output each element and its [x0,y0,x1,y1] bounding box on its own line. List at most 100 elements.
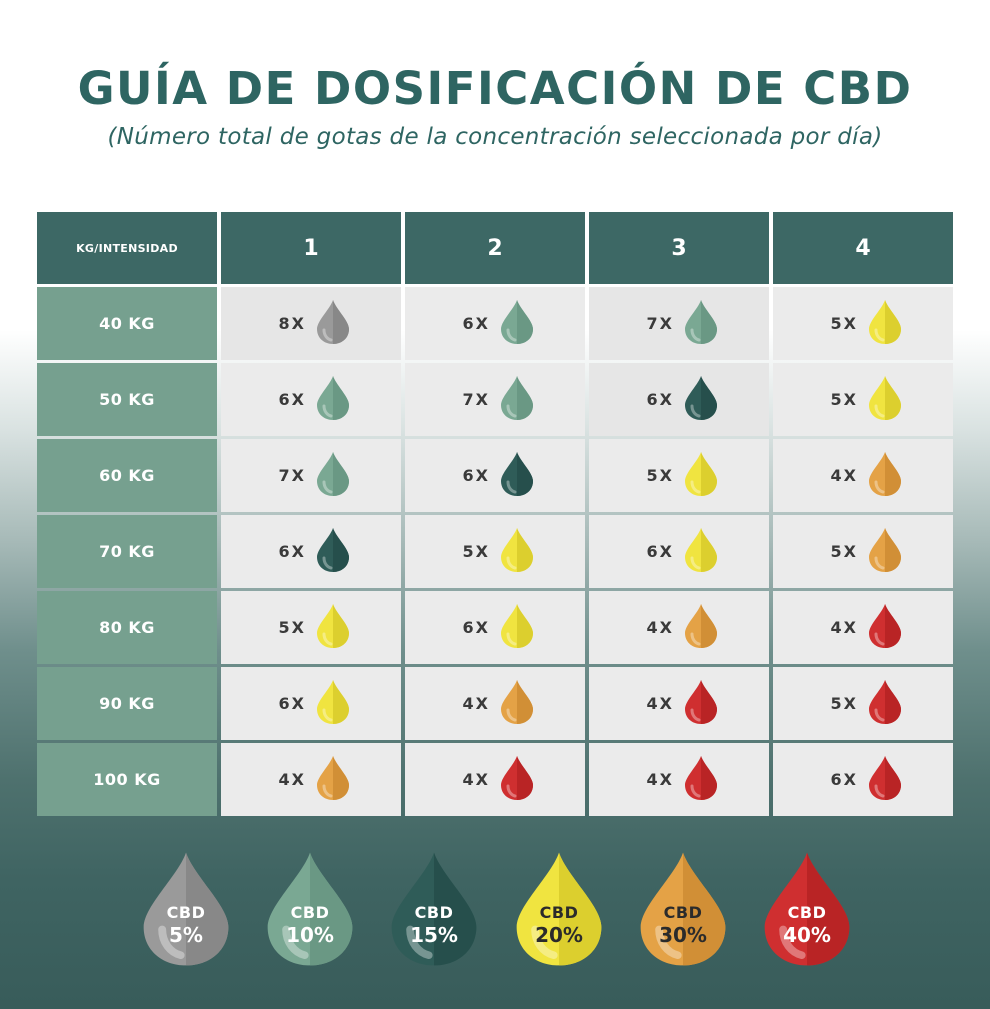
header-corner: KG/INTENSIDAD [37,212,217,284]
dosage-cell: 7X [221,439,401,512]
drop-icon [684,755,718,805]
legend-label: CBD 20% [514,902,604,946]
drop-icon [684,603,718,653]
drop-count: 4X [830,466,858,485]
drop-count: 6X [830,770,858,789]
drop-count: 4X [646,770,674,789]
column-header: 2 [405,212,585,284]
drop-count: 4X [278,770,306,789]
legend-drop: CBD 30% [638,850,728,968]
dosage-cell: 6X [589,515,769,588]
drop-icon [868,527,902,577]
drop-count: 4X [462,694,490,713]
row-header: 80 KG [37,591,217,664]
drop-icon [500,755,534,805]
drop-icon [316,375,350,425]
dosage-cell: 7X [589,287,769,360]
drop-count: 7X [646,314,674,333]
legend-label: CBD 5% [141,902,231,946]
dosage-cell: 6X [405,287,585,360]
dosage-cell: 6X [773,743,953,816]
drop-icon [391,852,477,966]
dosage-cell: 4X [405,743,585,816]
drop-icon [684,299,718,349]
drop-count: 6X [646,542,674,561]
drop-icon [316,527,350,577]
legend-name: CBD [787,903,827,922]
dosage-cell: 4X [589,667,769,740]
drop-count: 7X [462,390,490,409]
drop-icon [868,451,902,501]
concentration-legend: CBD 5% CBD 10% CBD 15% CBD 20% CBD 30% CBD 40% [0,850,990,970]
drop-count: 6X [646,390,674,409]
drop-count: 5X [646,466,674,485]
dosage-cell: 5X [773,363,953,436]
drop-icon [868,375,902,425]
drop-count: 6X [278,390,306,409]
drop-count: 5X [830,694,858,713]
drop-icon [316,603,350,653]
drop-count: 5X [830,542,858,561]
drop-count: 6X [462,466,490,485]
legend-name: CBD [290,903,330,922]
drop-count: 4X [830,618,858,637]
drop-count: 5X [462,542,490,561]
legend-label: CBD 10% [265,902,355,946]
column-header: 3 [589,212,769,284]
column-header: 1 [221,212,401,284]
dosage-cell: 5X [589,439,769,512]
drop-icon [267,852,353,966]
drop-count: 4X [646,694,674,713]
drop-count: 8X [278,314,306,333]
legend-drop: CBD 40% [762,850,852,968]
legend-percent: 40% [783,923,831,947]
page-title: GUÍA DE DOSIFICACIÓN DE CBD [77,62,913,115]
drop-count: 7X [278,466,306,485]
dosage-cell: 4X [221,743,401,816]
legend-label: CBD 30% [638,902,728,946]
row-header: 40 KG [37,287,217,360]
legend-drop: CBD 5% [141,850,231,968]
dosage-cell: 6X [405,439,585,512]
drop-icon [640,852,726,966]
dosage-cell: 5X [405,515,585,588]
legend-percent: 5% [169,923,203,947]
drop-count: 5X [278,618,306,637]
dosage-cell: 5X [773,515,953,588]
dosage-table: KG/INTENSIDAD 1 2 3 4 40 KG 8X 6X 7X 5X 50 KG… [37,212,954,816]
drop-icon [684,451,718,501]
dosage-cell: 5X [221,591,401,664]
row-header: 50 KG [37,363,217,436]
drop-icon [684,375,718,425]
drop-icon [516,852,602,966]
drop-icon [868,679,902,729]
drop-icon [500,375,534,425]
page-subtitle: (Número total de gotas de la concentraci… [107,124,883,150]
legend-percent: 10% [286,923,334,947]
drop-count: 6X [462,618,490,637]
drop-icon [316,755,350,805]
dosage-cell: 7X [405,363,585,436]
drop-icon [316,299,350,349]
drop-icon [316,679,350,729]
drop-count: 6X [278,694,306,713]
legend-drop: CBD 15% [389,850,479,968]
legend-label: CBD 15% [389,902,479,946]
drop-count: 5X [830,314,858,333]
drop-count: 6X [462,314,490,333]
drop-icon [500,451,534,501]
row-header: 70 KG [37,515,217,588]
legend-name: CBD [414,903,454,922]
legend-percent: 15% [410,923,458,947]
drop-icon [316,451,350,501]
drop-icon [868,299,902,349]
dosage-cell: 4X [405,667,585,740]
dosage-cell: 5X [773,667,953,740]
dosage-cell: 6X [221,667,401,740]
dosage-cell: 4X [773,591,953,664]
drop-icon [868,755,902,805]
drop-count: 6X [278,542,306,561]
drop-count: 5X [830,390,858,409]
drop-icon [684,527,718,577]
row-header: 90 KG [37,667,217,740]
